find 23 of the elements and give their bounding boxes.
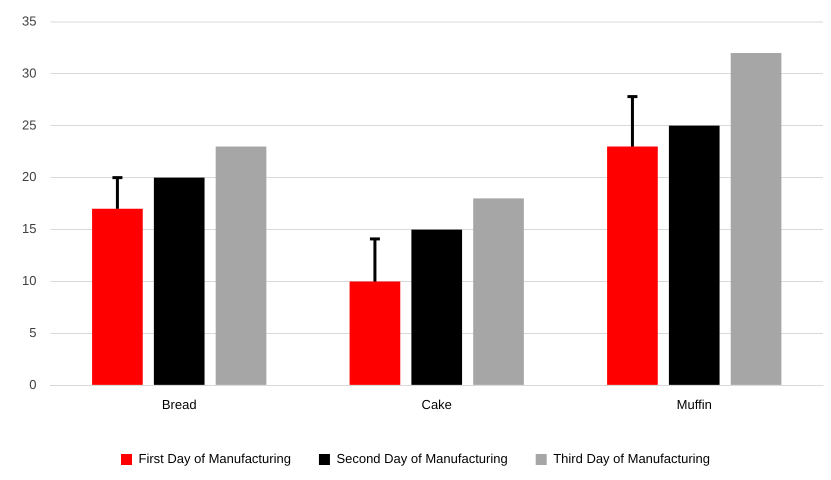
bar: [92, 208, 143, 385]
bar: [607, 146, 658, 385]
bar: [216, 146, 266, 385]
bar: [473, 198, 524, 385]
bar: [668, 126, 720, 385]
legend-label: Third Day of Manufacturing: [553, 451, 710, 466]
y-tick-label: 20: [22, 169, 36, 184]
y-tick-label: 30: [22, 65, 36, 80]
y-tick-label: 5: [29, 325, 36, 340]
y-tick-label: 25: [22, 117, 36, 132]
legend-label: First Day of Manufacturing: [138, 451, 291, 466]
x-tick-label: Muffin: [676, 396, 712, 412]
x-tick-label: Bread: [162, 396, 197, 412]
bar: [730, 52, 782, 385]
bar: [350, 282, 400, 385]
y-tick-label: 10: [22, 273, 36, 288]
y-tick-label: 15: [22, 221, 36, 236]
legend-label: Second Day of Manufacturing: [336, 451, 508, 466]
y-tick-label: 0: [29, 376, 36, 392]
x-tick-label: Cake: [422, 396, 452, 412]
y-tick-label: 35: [22, 13, 36, 28]
bar: [411, 230, 462, 385]
bar: [154, 178, 205, 385]
